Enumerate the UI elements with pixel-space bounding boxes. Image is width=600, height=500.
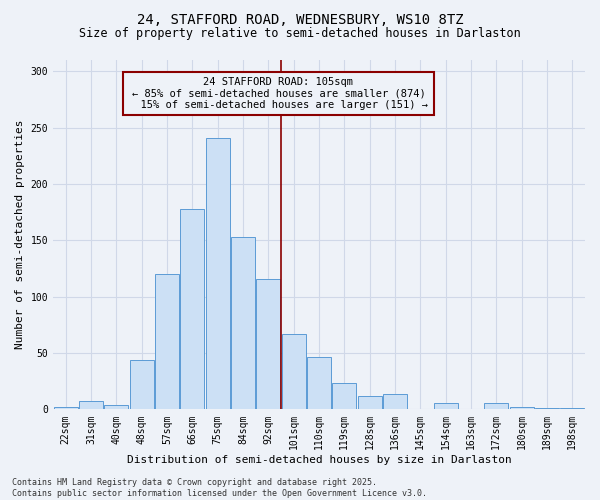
Bar	[53, 407, 78, 410]
Bar	[383, 394, 407, 409]
Bar	[281, 334, 306, 409]
Bar	[560, 408, 584, 410]
Bar	[358, 396, 382, 409]
Text: Size of property relative to semi-detached houses in Darlaston: Size of property relative to semi-detach…	[79, 28, 521, 40]
Bar	[509, 407, 534, 410]
Y-axis label: Number of semi-detached properties: Number of semi-detached properties	[15, 120, 25, 350]
Bar	[434, 402, 458, 409]
Text: 24 STAFFORD ROAD: 105sqm
← 85% of semi-detached houses are smaller (874)
  15% o: 24 STAFFORD ROAD: 105sqm ← 85% of semi-d…	[128, 77, 428, 110]
Bar	[484, 402, 508, 409]
Bar	[307, 358, 331, 410]
Text: 24, STAFFORD ROAD, WEDNESBURY, WS10 8TZ: 24, STAFFORD ROAD, WEDNESBURY, WS10 8TZ	[137, 12, 463, 26]
Bar	[155, 274, 179, 409]
X-axis label: Distribution of semi-detached houses by size in Darlaston: Distribution of semi-detached houses by …	[127, 455, 511, 465]
Bar	[130, 360, 154, 410]
Bar	[256, 278, 280, 409]
Text: Contains HM Land Registry data © Crown copyright and database right 2025.
Contai: Contains HM Land Registry data © Crown c…	[12, 478, 427, 498]
Bar	[79, 402, 103, 409]
Bar	[206, 138, 230, 409]
Bar	[231, 237, 255, 410]
Bar	[332, 384, 356, 409]
Bar	[181, 208, 205, 410]
Bar	[535, 408, 559, 410]
Bar	[104, 405, 128, 409]
